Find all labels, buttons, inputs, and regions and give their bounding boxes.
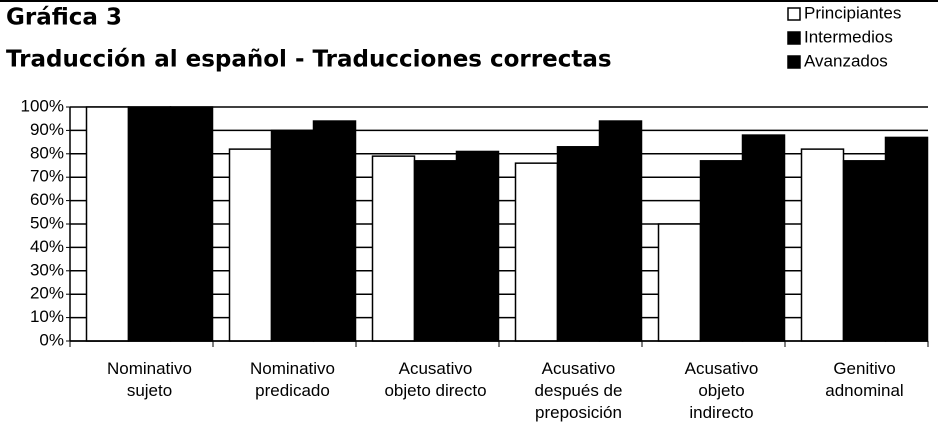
bar — [884, 136, 929, 342]
y-tick-label: 90% — [30, 120, 64, 139]
bar — [657, 223, 702, 342]
x-tick-label: Acusativo después de preposición — [534, 359, 623, 422]
bar — [371, 155, 416, 342]
y-tick-label: 50% — [30, 213, 64, 232]
x-tick-label: Acusativo objeto directo — [384, 359, 487, 400]
y-tick-label: 30% — [30, 260, 64, 279]
y-tick-label: 70% — [30, 167, 64, 186]
bar — [455, 150, 500, 342]
x-tick-label: Acusativo objeto indirecto — [684, 359, 759, 422]
legend-label: Intermedios — [804, 27, 893, 46]
chart-subtitle: Traducción al español - Traducciones cor… — [6, 47, 612, 73]
x-tick-label: Genitivo adnominal — [825, 359, 904, 400]
bar — [413, 160, 458, 342]
y-tick-label: 100% — [21, 96, 64, 115]
y-tick-label: 0% — [39, 330, 64, 349]
x-tick-label: Nominativo sujeto — [106, 359, 193, 400]
legend-swatch — [787, 31, 801, 45]
legend-label: Avanzados — [804, 51, 888, 70]
y-tick-label: 20% — [30, 284, 64, 303]
bar — [270, 129, 315, 342]
bar — [514, 162, 559, 342]
chart-title: Gráfica 3 — [6, 5, 122, 31]
bar — [169, 106, 214, 342]
bar — [312, 120, 357, 342]
bar — [127, 106, 172, 342]
bar — [85, 106, 130, 342]
legend-swatch — [787, 55, 801, 69]
y-tick-label: 80% — [30, 143, 64, 162]
legend-swatch — [787, 7, 801, 21]
bar — [228, 148, 273, 342]
x-tick-label: Nominativo predicado — [249, 359, 336, 400]
y-tick-label: 10% — [30, 307, 64, 326]
y-tick-label: 60% — [30, 190, 64, 209]
bar — [699, 160, 744, 342]
legend-label: Principiantes — [804, 3, 901, 22]
bar — [598, 120, 643, 342]
bar — [800, 148, 845, 342]
bar — [842, 160, 887, 342]
bar — [741, 134, 786, 342]
y-tick-label: 40% — [30, 237, 64, 256]
bar — [556, 146, 601, 342]
